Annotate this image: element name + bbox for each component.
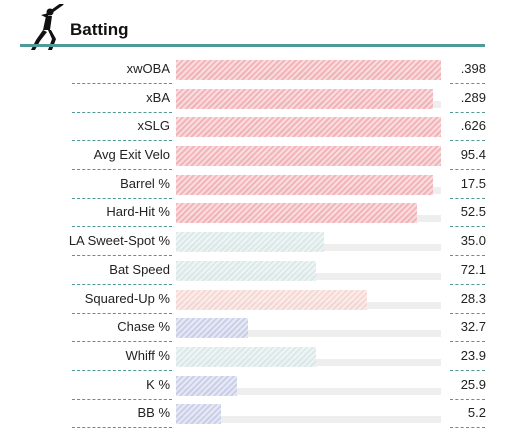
stat-row: Barrel % 17.5 (0, 171, 506, 200)
stat-bar (176, 260, 316, 281)
row-divider (450, 83, 485, 84)
stat-label: Avg Exit Velo (93, 147, 170, 163)
row-divider (72, 369, 172, 371)
stat-value: 23.9 (460, 347, 486, 363)
stat-value: .398 (460, 61, 486, 76)
row-divider (72, 312, 172, 314)
stat-label: LA Sweet-Spot % (68, 233, 170, 249)
stat-bar (176, 404, 221, 425)
row-divider (450, 111, 485, 113)
stat-value: 95.4 (460, 147, 486, 163)
stat-row: Avg Exit Velo 95.4 (0, 142, 506, 171)
row-divider (72, 83, 172, 84)
stat-label: xwOBA (126, 61, 170, 76)
row-divider (72, 255, 172, 257)
stat-row: BB % 5.2 (0, 400, 506, 429)
row-divider (450, 255, 485, 257)
stat-track (176, 387, 441, 395)
row-divider (450, 140, 485, 142)
row-divider (450, 398, 485, 400)
row-divider (450, 427, 485, 429)
row-divider (450, 369, 485, 371)
stat-label: xSLG (137, 118, 170, 134)
stat-row: LA Sweet-Spot % 35.0 (0, 228, 506, 257)
stat-value: 52.5 (460, 204, 486, 220)
stat-value: 72.1 (460, 261, 486, 277)
row-divider (72, 140, 172, 142)
stat-value: 32.7 (460, 319, 486, 335)
stat-bar (176, 318, 248, 339)
stat-label: BB % (137, 405, 170, 421)
stat-value: 17.5 (460, 175, 486, 191)
stat-track (176, 330, 441, 338)
batting-header: Batting (20, 0, 485, 50)
row-divider (72, 341, 172, 343)
stat-row: xSLG .626 (0, 113, 506, 142)
stat-row: Squared-Up % 28.3 (0, 286, 506, 315)
stat-value: 25.9 (460, 376, 486, 392)
stat-bar (176, 232, 324, 253)
stats-list: xwOBA .398 xBA .289 xSLG .626 Avg Exit Velo 95.… (0, 56, 506, 429)
stat-value: 35.0 (460, 233, 486, 249)
stat-value: .289 (460, 89, 486, 105)
stat-bar (176, 203, 417, 224)
stat-bar (176, 60, 441, 80)
stat-label: Whiff % (125, 347, 170, 363)
stat-row: K % 25.9 (0, 372, 506, 401)
stat-bar (176, 375, 237, 396)
stat-label: Chase % (117, 319, 170, 335)
stat-label: Bat Speed (109, 261, 170, 277)
stat-bar (176, 174, 433, 195)
stat-value: .626 (460, 118, 486, 134)
header-rule (20, 44, 485, 47)
row-divider (450, 312, 485, 314)
stat-bar (176, 146, 441, 167)
stat-row: xwOBA .398 (0, 56, 506, 85)
row-divider (72, 283, 172, 285)
row-divider (72, 111, 172, 113)
stat-bar (176, 88, 433, 109)
section-title: Batting (70, 20, 129, 39)
stat-value: 28.3 (460, 290, 486, 306)
stat-row: xBA .289 (0, 85, 506, 114)
stat-bar (176, 289, 367, 310)
row-divider (72, 427, 172, 429)
stat-label: Squared-Up % (84, 290, 170, 306)
stat-bar (176, 346, 316, 367)
stat-track (176, 416, 441, 424)
stat-bar (176, 117, 441, 138)
stat-row: Chase % 32.7 (0, 314, 506, 343)
stat-label: Barrel % (120, 175, 170, 191)
row-divider (450, 197, 485, 199)
row-divider (450, 283, 485, 285)
stat-row: Bat Speed 72.1 (0, 257, 506, 286)
stat-label: Hard-Hit % (106, 204, 170, 220)
row-divider (72, 197, 172, 199)
stat-row: Whiff % 23.9 (0, 343, 506, 372)
row-divider (72, 169, 172, 171)
stat-label: K % (146, 376, 170, 392)
row-divider (450, 169, 485, 171)
row-divider (450, 226, 485, 228)
row-divider (72, 226, 172, 228)
stat-value: 5.2 (467, 405, 486, 421)
row-divider (450, 341, 485, 343)
row-divider (72, 398, 172, 400)
stat-row: Hard-Hit % 52.5 (0, 199, 506, 228)
stat-label: xBA (146, 89, 170, 105)
